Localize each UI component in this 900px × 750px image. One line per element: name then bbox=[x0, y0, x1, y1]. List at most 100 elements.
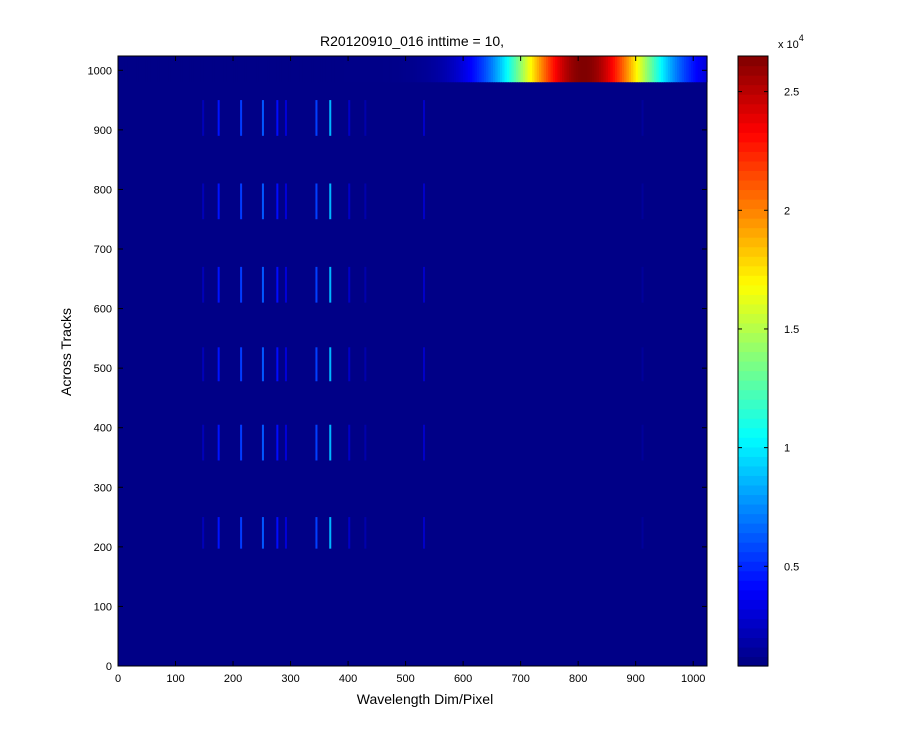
band-cell bbox=[253, 56, 257, 83]
band-cell bbox=[541, 56, 545, 83]
band-cell bbox=[143, 56, 147, 83]
colorbar-strip bbox=[738, 284, 768, 295]
y-axis-label: Across Tracks bbox=[58, 308, 74, 396]
band-cell bbox=[504, 56, 508, 83]
band-cell bbox=[131, 56, 135, 83]
colorbar-strip bbox=[738, 246, 768, 257]
band-cell bbox=[223, 56, 227, 83]
colorbar-strip bbox=[738, 151, 768, 162]
colorbar-strip bbox=[738, 265, 768, 276]
spectral-line bbox=[261, 347, 264, 382]
band-cell bbox=[244, 56, 248, 83]
colorbar-strip bbox=[738, 618, 768, 629]
band-cell bbox=[391, 56, 395, 83]
x-axis: 0 100 200 300 400 500 600 700 800 900 1000 bbox=[115, 56, 705, 685]
band-cell bbox=[605, 56, 609, 83]
band-cell bbox=[150, 56, 154, 83]
colorbar-tick-label: 2.5 bbox=[784, 87, 799, 99]
band-cell bbox=[518, 56, 522, 83]
spectral-line bbox=[276, 424, 279, 461]
spectral-line bbox=[422, 424, 426, 461]
band-cell bbox=[410, 56, 414, 83]
spectral-line bbox=[315, 183, 318, 220]
colorbar-exponent-base: x 10 bbox=[778, 39, 799, 51]
band-cell bbox=[654, 56, 657, 83]
spectral-line bbox=[276, 183, 279, 220]
band-cell bbox=[134, 56, 138, 83]
band-cell bbox=[359, 56, 363, 83]
colorbar: 0.5 1 1.5 2 2.5 x 104 bbox=[737, 33, 804, 667]
colorbar-strip bbox=[738, 656, 768, 667]
band-cell bbox=[522, 56, 526, 83]
band-cell bbox=[476, 56, 480, 83]
colorbar-strip bbox=[738, 380, 768, 391]
spectral-line bbox=[276, 347, 279, 382]
band-cell bbox=[118, 56, 121, 83]
spectral-line bbox=[315, 100, 318, 136]
band-cell bbox=[364, 56, 368, 83]
band-cell bbox=[251, 56, 255, 83]
colorbar-ticks: 0.5 1 1.5 2 2.5 bbox=[738, 87, 799, 573]
band-cell bbox=[430, 56, 434, 83]
band-cell bbox=[548, 56, 552, 83]
band-cell bbox=[690, 56, 694, 83]
spectral-line bbox=[364, 183, 367, 220]
band-cell bbox=[695, 56, 699, 83]
band-cell bbox=[642, 56, 646, 83]
band-cell bbox=[265, 56, 269, 83]
spectral-line bbox=[217, 183, 220, 220]
spectral-line bbox=[364, 266, 367, 303]
colorbar-strip bbox=[738, 408, 768, 419]
x-tick-label: 200 bbox=[224, 673, 242, 685]
band-cell bbox=[302, 56, 305, 83]
band-cell bbox=[465, 56, 469, 83]
band-cell bbox=[412, 56, 416, 83]
band-cell bbox=[200, 56, 204, 83]
band-cell bbox=[161, 56, 165, 83]
band-cell bbox=[329, 56, 333, 83]
colorbar-strip bbox=[738, 484, 768, 496]
band-cell bbox=[357, 56, 361, 83]
band-cell bbox=[145, 56, 149, 83]
band-cell bbox=[193, 56, 197, 83]
spectral-line bbox=[315, 424, 318, 461]
spectral-line bbox=[217, 100, 220, 136]
spectral-line bbox=[240, 100, 243, 136]
band-cell bbox=[470, 56, 473, 83]
spectral-line bbox=[348, 517, 351, 549]
band-cell bbox=[373, 56, 377, 83]
band-cell bbox=[456, 56, 460, 83]
colorbar-strip bbox=[738, 494, 768, 505]
band-cell bbox=[603, 56, 607, 83]
colorbar-strip bbox=[738, 341, 768, 353]
band-cell bbox=[493, 56, 496, 83]
band-cell bbox=[184, 56, 188, 83]
spectral-line bbox=[261, 517, 264, 549]
x-tick-label: 500 bbox=[396, 673, 414, 685]
colorbar-strip bbox=[738, 542, 768, 553]
band-cell bbox=[214, 56, 218, 83]
band-cell bbox=[479, 56, 483, 83]
spectral-line bbox=[202, 517, 205, 549]
band-cell bbox=[164, 56, 167, 83]
band-cell bbox=[154, 56, 158, 83]
band-cell bbox=[336, 56, 340, 83]
band-cell bbox=[589, 56, 593, 83]
band-cell bbox=[352, 56, 356, 83]
band-cell bbox=[449, 56, 453, 83]
spectral-line bbox=[284, 347, 287, 382]
spectral-line bbox=[364, 517, 367, 549]
spectral-line bbox=[641, 183, 644, 220]
band-cell bbox=[483, 56, 487, 83]
x-tick-label: 0 bbox=[115, 673, 121, 685]
colorbar-strip bbox=[738, 294, 768, 305]
heatmap-background bbox=[118, 56, 707, 666]
band-cell bbox=[534, 56, 538, 83]
band-cell bbox=[679, 56, 683, 83]
band-cell bbox=[587, 56, 591, 83]
spectral-line bbox=[422, 517, 426, 549]
band-cell bbox=[624, 56, 628, 83]
band-cell bbox=[272, 56, 276, 83]
band-cell bbox=[371, 56, 374, 83]
band-cell bbox=[651, 56, 655, 83]
